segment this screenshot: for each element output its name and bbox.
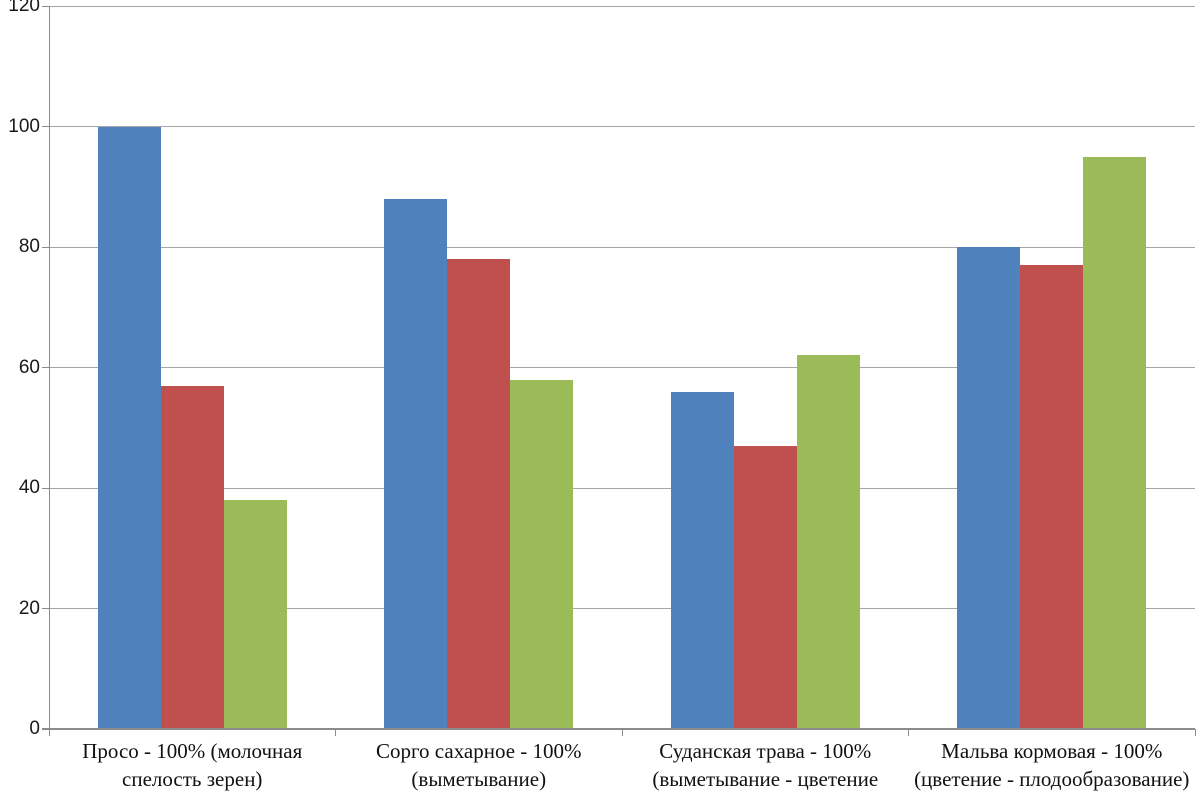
x-axis-tick (621, 729, 623, 736)
category-label: Сорго сахарное - 100% (выметывание) (375, 739, 582, 791)
gridline (49, 487, 1195, 489)
bar (1083, 156, 1147, 729)
x-axis-tick (335, 729, 336, 736)
category-label: Просо - 100% (молочная спелость зерен) (82, 739, 303, 791)
bar (733, 445, 797, 729)
x-axis-line (42, 728, 1195, 730)
y-tick-label: 0 (29, 718, 40, 739)
gridline (49, 126, 1195, 127)
bar (796, 355, 860, 729)
gridline (49, 246, 1195, 248)
gridline (49, 608, 1195, 609)
y-tick-label: 40 (18, 477, 40, 498)
y-tick-label: 80 (18, 236, 40, 257)
y-tick-label: 100 (8, 115, 40, 137)
bar (447, 259, 511, 729)
bar (957, 247, 1021, 729)
bar (384, 198, 448, 729)
y-axis-line (49, 6, 50, 736)
y-tick-label: 20 (18, 597, 40, 619)
category-label: Суданская трава - 100% (выметывание - цв… (652, 739, 879, 791)
bar (97, 126, 161, 729)
bar (1020, 265, 1084, 729)
gridline (49, 367, 1195, 368)
category-label: Мальва кормовая - 100% (цветение - плодо… (914, 739, 1190, 791)
y-axis-tick (42, 5, 49, 7)
gridline (49, 5, 1195, 7)
bar (223, 500, 287, 729)
y-tick-label: 120 (8, 0, 40, 16)
bar (160, 385, 224, 729)
y-tick-label: 60 (18, 356, 40, 378)
y-axis-tick (42, 246, 49, 248)
y-axis-tick (42, 126, 49, 127)
x-axis-tick (1194, 729, 1196, 736)
y-axis-tick (42, 367, 49, 368)
bar (670, 391, 734, 729)
y-axis-tick (42, 487, 49, 489)
bar (510, 379, 574, 729)
y-axis-tick (42, 608, 49, 609)
x-axis-tick (908, 729, 909, 736)
